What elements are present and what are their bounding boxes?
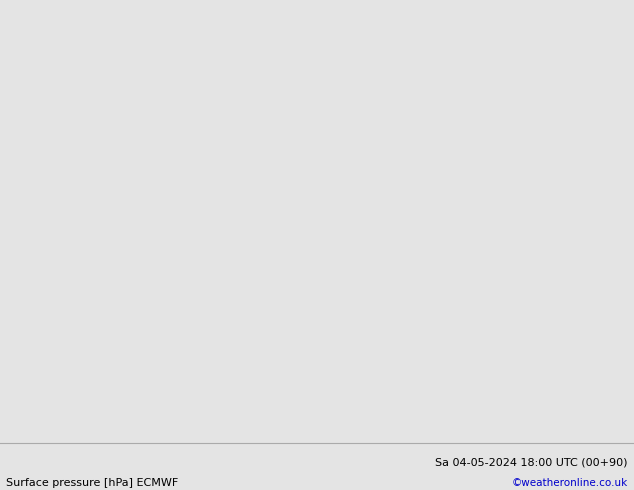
Text: Sa 04-05-2024 18:00 UTC (00+90): Sa 04-05-2024 18:00 UTC (00+90) — [435, 458, 628, 468]
Text: Surface pressure [hPa] ECMWF: Surface pressure [hPa] ECMWF — [6, 478, 179, 488]
Text: ©weatheronline.co.uk: ©weatheronline.co.uk — [512, 478, 628, 488]
